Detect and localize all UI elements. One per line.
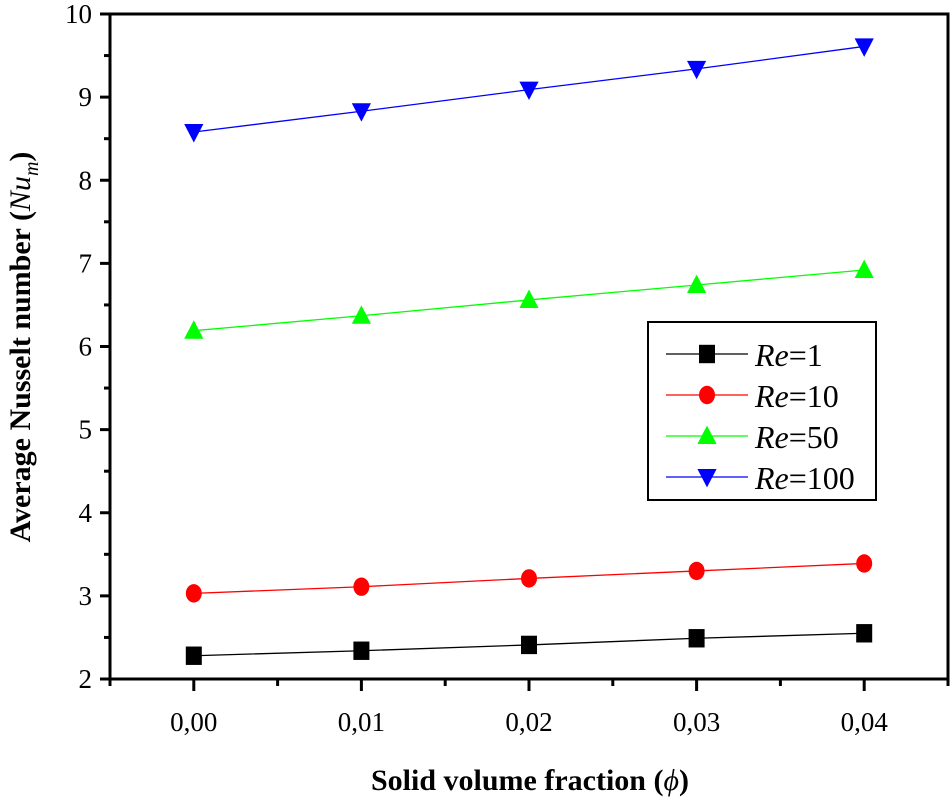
y-tick-label: 9 bbox=[79, 82, 93, 112]
x-tick-label: 0,01 bbox=[338, 707, 385, 737]
x-axis-label: Solid volume fraction (ϕ) bbox=[371, 764, 689, 797]
data-point-triangle-up bbox=[184, 320, 204, 339]
legend: Re=1 Re=10 Re=50 Re=100 bbox=[647, 321, 877, 501]
data-point-circle bbox=[699, 385, 715, 405]
x-tick-label: 0,03 bbox=[673, 707, 720, 737]
y-tick-label: 3 bbox=[79, 581, 93, 611]
data-point-circle bbox=[856, 554, 873, 573]
data-point-triangle-down bbox=[351, 103, 371, 122]
data-point-triangle-down bbox=[519, 81, 539, 101]
y-tick-label: 2 bbox=[79, 664, 93, 694]
y-tick-label: 7 bbox=[79, 248, 93, 278]
legend-box bbox=[647, 321, 877, 501]
legend-label: Re=10 bbox=[754, 378, 839, 414]
data-point-square bbox=[856, 624, 873, 643]
series-group bbox=[184, 38, 874, 665]
y-tick-label: 10 bbox=[65, 0, 92, 29]
y-tick-label: 4 bbox=[79, 498, 93, 528]
series-100 bbox=[184, 38, 874, 143]
data-point-triangle-down bbox=[854, 38, 874, 57]
data-point-square bbox=[699, 344, 715, 364]
y-tick-label: 8 bbox=[79, 165, 93, 195]
data-point-triangle-down bbox=[184, 124, 204, 143]
data-point-circle bbox=[353, 577, 370, 596]
data-point-circle bbox=[521, 569, 537, 588]
data-point-circle bbox=[185, 584, 202, 603]
x-tick-label: 0,00 bbox=[170, 707, 217, 737]
data-point-square bbox=[353, 641, 370, 660]
data-point-triangle-up bbox=[854, 259, 874, 279]
axes: 2 3 4 5 6 7 8 9 10 0,00 0,01 0,02 0,03 0,04 bbox=[65, 0, 950, 737]
data-point-triangle-up bbox=[687, 274, 707, 293]
data-point-square bbox=[185, 646, 202, 665]
y-tick-label: 6 bbox=[79, 332, 93, 362]
data-point-triangle-up bbox=[519, 289, 539, 308]
series-10 bbox=[185, 554, 873, 603]
x-tick-label: 0,02 bbox=[505, 707, 552, 737]
y-axis-label: Average Nusselt number (Num) bbox=[4, 152, 43, 543]
series-1 bbox=[185, 624, 873, 665]
data-point-square bbox=[688, 629, 705, 648]
data-point-triangle-up bbox=[351, 305, 371, 324]
data-point-circle bbox=[688, 561, 705, 581]
x-tick-label: 0,04 bbox=[841, 707, 889, 737]
y-tick-label: 5 bbox=[79, 415, 93, 445]
data-point-triangle-up bbox=[697, 425, 717, 444]
legend-label: Re=50 bbox=[754, 419, 839, 455]
data-point-square bbox=[521, 635, 537, 655]
data-point-triangle-down bbox=[687, 60, 707, 80]
data-point-triangle-down bbox=[697, 469, 717, 488]
legend-label: Re=100 bbox=[754, 460, 855, 496]
legend-label: Re=1 bbox=[754, 337, 823, 373]
series-50 bbox=[184, 259, 874, 339]
